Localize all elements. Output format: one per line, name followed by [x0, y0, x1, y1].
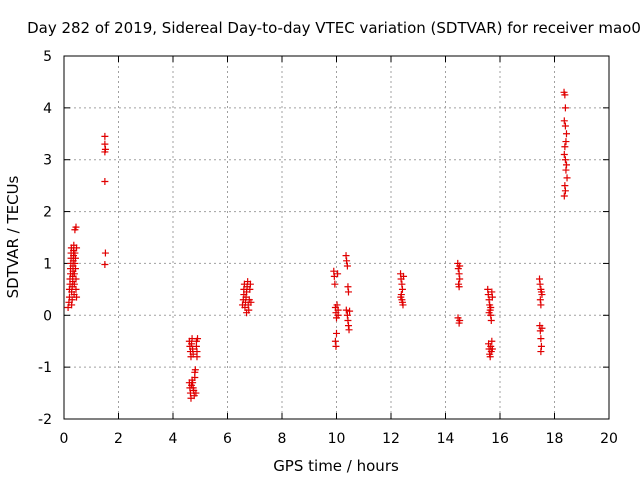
- data-point: [193, 353, 201, 361]
- data-point: [101, 260, 109, 268]
- y-tick-label: -2: [38, 412, 52, 428]
- data-point: [488, 345, 496, 353]
- data-point: [70, 270, 78, 278]
- data-point: [101, 249, 109, 257]
- data-point: [333, 329, 340, 337]
- data-point: [64, 304, 72, 312]
- data-point: [561, 143, 569, 151]
- data-point: [246, 280, 254, 288]
- y-tick-label: 4: [43, 101, 52, 117]
- data-point: [561, 156, 569, 164]
- data-point: [68, 296, 76, 304]
- grid: [64, 56, 609, 419]
- x-tick-label: 18: [546, 431, 564, 447]
- data-point: [73, 293, 81, 301]
- plot-frame: [63, 55, 610, 420]
- data-point: [70, 280, 78, 288]
- data-point: [334, 270, 342, 278]
- chart-title: Day 282 of 2019, Sidereal Day-to-day VTE…: [27, 19, 640, 37]
- data-point: [561, 104, 569, 112]
- data-point: [398, 298, 406, 306]
- data-point: [71, 254, 79, 262]
- data-point: [192, 389, 200, 397]
- data-point: [343, 257, 351, 265]
- data-point: [455, 283, 463, 291]
- data-point: [560, 117, 568, 125]
- x-axis-label: GPS time / hours: [273, 457, 399, 475]
- data-point: [101, 148, 109, 156]
- data-point: [189, 384, 197, 392]
- data-point: [537, 335, 545, 343]
- data-point: [563, 174, 571, 182]
- data-point: [400, 272, 408, 280]
- x-tick-label: 2: [114, 431, 123, 447]
- data-point: [561, 122, 569, 130]
- data-point: [247, 298, 255, 306]
- data-point: [484, 291, 492, 299]
- data-point: [343, 262, 351, 270]
- y-tick-label: 2: [43, 205, 52, 221]
- data-point: [72, 275, 80, 283]
- data-point: [189, 350, 197, 358]
- y-axis-label: SDTVAR / TECUs: [4, 175, 22, 298]
- y-tick-label: 3: [43, 153, 52, 169]
- data-point: [333, 301, 341, 309]
- data-point: [191, 366, 199, 374]
- data-point: [71, 265, 79, 273]
- data-point: [560, 192, 568, 200]
- data-point: [487, 316, 495, 324]
- data-point: [456, 275, 464, 283]
- data-point: [342, 306, 350, 314]
- y-tick-label: 5: [43, 49, 52, 65]
- x-tick-label: 4: [169, 431, 178, 447]
- data-point: [536, 280, 544, 288]
- data-point: [561, 91, 569, 99]
- data-points: [64, 88, 571, 402]
- data-point: [537, 348, 545, 356]
- data-point: [487, 304, 495, 312]
- data-point: [397, 293, 405, 301]
- x-tick-label: 14: [437, 431, 455, 447]
- data-point: [562, 130, 570, 138]
- data-point: [345, 326, 353, 334]
- data-point: [562, 166, 570, 174]
- data-point: [101, 177, 109, 185]
- data-point: [561, 187, 569, 195]
- data-point: [72, 223, 80, 231]
- data-point: [538, 291, 546, 299]
- data-point: [488, 337, 496, 345]
- data-point: [398, 285, 406, 293]
- data-point: [334, 311, 342, 319]
- data-point: [538, 324, 546, 332]
- data-point: [73, 244, 81, 252]
- x-tick-label: 16: [491, 431, 509, 447]
- data-point: [243, 309, 251, 317]
- x-tick-label: 10: [328, 431, 346, 447]
- data-point: [332, 342, 340, 350]
- data-point: [344, 288, 352, 296]
- x-tick-label: 0: [60, 431, 69, 447]
- x-tick-label: 6: [223, 431, 232, 447]
- data-point: [456, 316, 464, 324]
- data-point: [331, 280, 339, 288]
- x-tick-label: 12: [382, 431, 400, 447]
- x-tick-label: 20: [600, 431, 618, 447]
- data-point: [486, 353, 494, 361]
- data-point: [485, 309, 493, 317]
- data-point: [562, 138, 570, 146]
- data-point: [456, 262, 464, 270]
- data-point: [72, 285, 80, 293]
- x-tick-label: 8: [278, 431, 287, 447]
- y-tick-label: 1: [43, 256, 52, 272]
- data-point: [537, 301, 545, 309]
- data-point: [346, 307, 354, 315]
- data-point: [488, 293, 496, 301]
- y-tick-label: 0: [43, 308, 52, 324]
- data-point: [101, 132, 109, 140]
- y-tick-label: -1: [38, 360, 52, 376]
- data-point: [560, 151, 568, 159]
- data-point: [194, 335, 202, 343]
